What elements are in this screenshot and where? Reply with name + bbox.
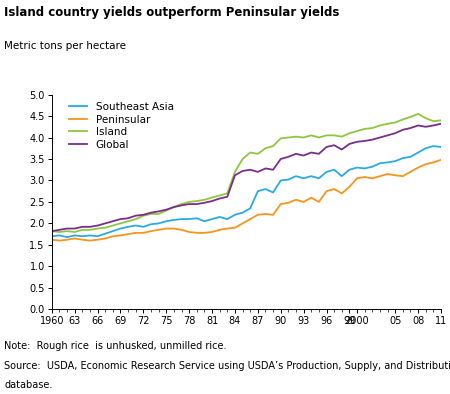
Text: database.: database.: [4, 380, 53, 390]
Island: [438, 118, 444, 123]
Text: Island country yields outperform Peninsular yields: Island country yields outperform Peninsu…: [4, 6, 340, 19]
Peninsular: [87, 238, 93, 243]
Island: [415, 112, 421, 116]
Text: Metric tons per hectare: Metric tons per hectare: [4, 41, 126, 51]
Peninsular: [293, 197, 299, 202]
Southeast Asia: [431, 144, 436, 149]
Southeast Asia: [309, 174, 314, 178]
Southeast Asia: [194, 216, 199, 221]
Island: [293, 134, 299, 139]
Line: Southeast Asia: Southeast Asia: [52, 146, 441, 237]
Global: [80, 225, 85, 229]
Island: [240, 156, 245, 162]
Global: [438, 121, 444, 126]
Island: [309, 133, 314, 138]
Line: Island: Island: [52, 114, 441, 232]
Peninsular: [415, 165, 421, 170]
Southeast Asia: [263, 187, 268, 191]
Global: [286, 154, 291, 159]
Island: [49, 229, 54, 234]
Line: Global: Global: [52, 124, 441, 231]
Island: [263, 146, 268, 151]
Peninsular: [57, 238, 62, 243]
Global: [232, 173, 238, 178]
Global: [408, 126, 413, 130]
Southeast Asia: [49, 234, 54, 239]
Southeast Asia: [240, 210, 245, 215]
Line: Peninsular: Peninsular: [52, 160, 441, 241]
Island: [57, 230, 62, 234]
Text: Note:  Rough rice  is unhusked, unmilled rice.: Note: Rough rice is unhusked, unmilled r…: [4, 341, 227, 351]
Southeast Asia: [438, 145, 444, 149]
Island: [87, 227, 93, 232]
Global: [186, 202, 192, 206]
Island: [194, 199, 199, 203]
Legend: Southeast Asia, Peninsular, Island, Global: Southeast Asia, Peninsular, Island, Glob…: [69, 102, 174, 150]
Peninsular: [309, 195, 314, 200]
Global: [301, 153, 306, 158]
Peninsular: [194, 230, 199, 235]
Global: [49, 229, 54, 234]
Peninsular: [49, 237, 54, 242]
Southeast Asia: [87, 233, 93, 238]
Southeast Asia: [64, 235, 70, 240]
Southeast Asia: [293, 174, 299, 178]
Text: Source:  USDA, Economic Research Service using USDA’s Production, Supply, and Di: Source: USDA, Economic Research Service …: [4, 361, 450, 370]
Peninsular: [438, 158, 444, 162]
Peninsular: [240, 221, 245, 226]
